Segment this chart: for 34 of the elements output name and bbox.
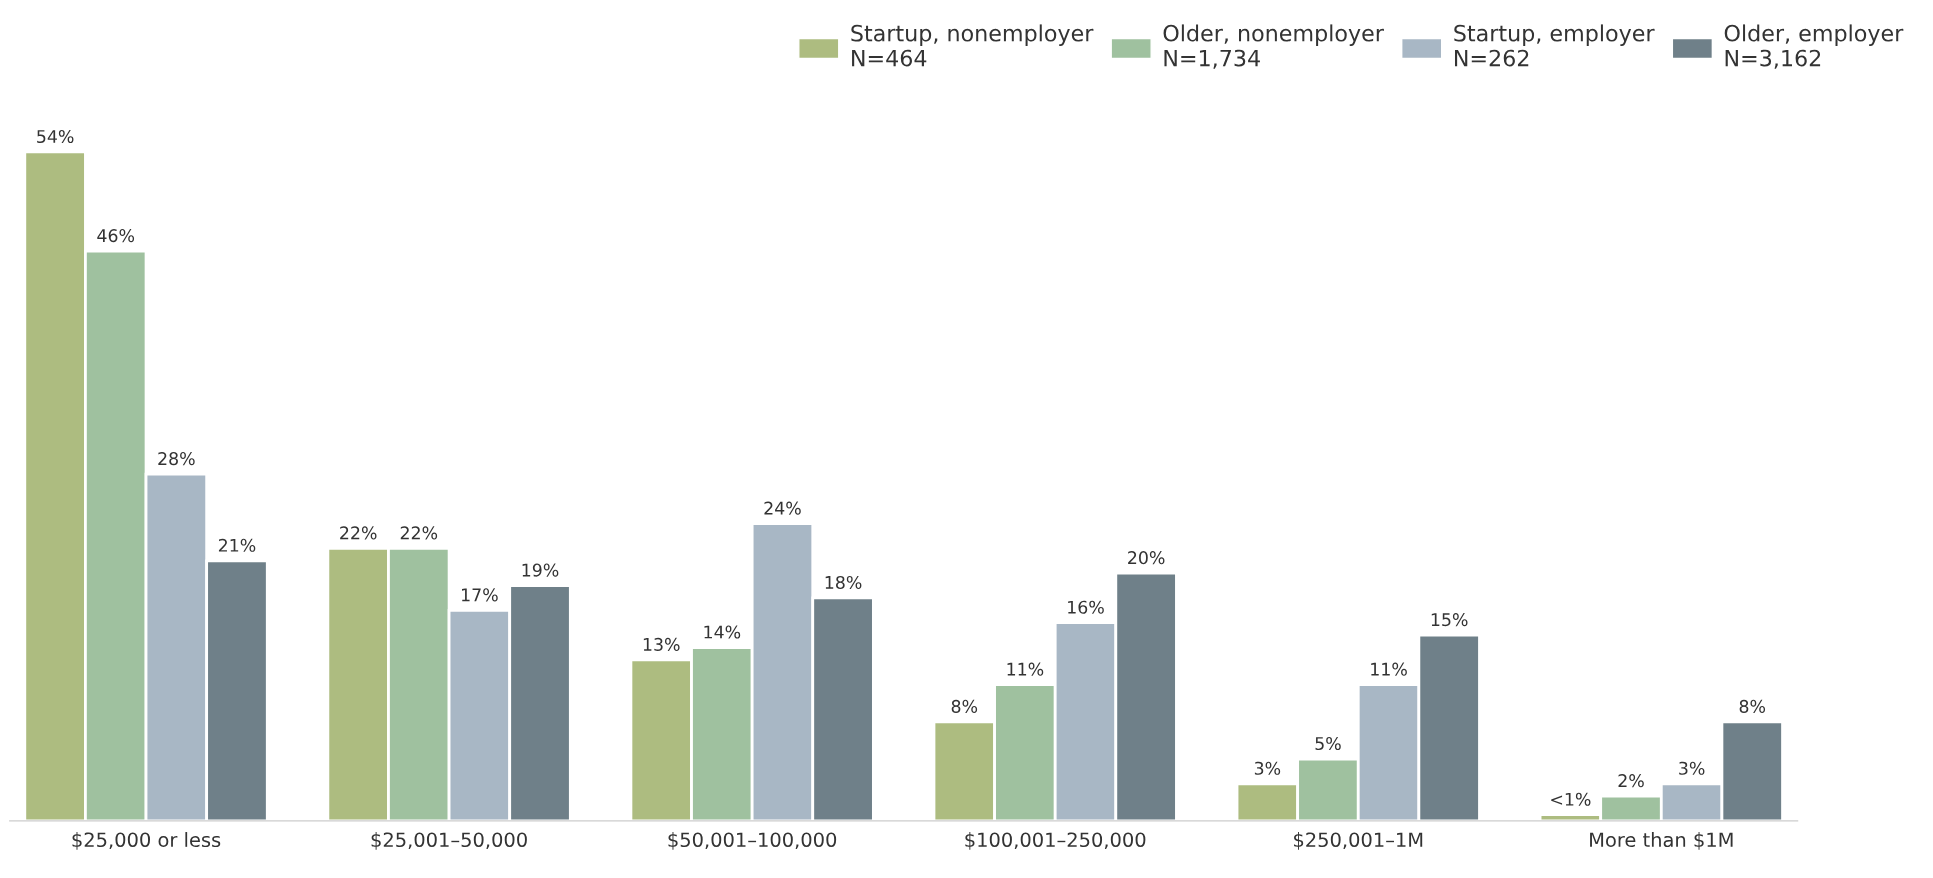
data-label: 24% (764, 501, 801, 515)
data-label: 16% (1068, 600, 1104, 614)
data-label: 8% (951, 699, 978, 713)
data-label: 22% (340, 526, 377, 540)
data-label: 18% (825, 575, 862, 590)
legend-label: Older, nonemployer N=1,734 (1163, 24, 1384, 69)
data-label: 14% (704, 625, 741, 639)
data-label: 19% (522, 563, 559, 577)
x-tick-label: More than $1M (1590, 832, 1733, 850)
data-label: 11% (1371, 662, 1407, 676)
data-label: 13% (643, 637, 680, 651)
x-tick-label: $250,001–1M (1294, 832, 1423, 850)
legend-label: Startup, employer N=262 (1454, 24, 1655, 67)
legend-label: Older, employer N=3,162 (1724, 24, 1904, 69)
x-tick-label: $25,000 or less (72, 832, 221, 850)
data-label: 8% (1739, 699, 1766, 713)
data-label: 2% (1618, 774, 1644, 788)
data-label: 54% (37, 129, 74, 144)
data-label: <1% (1551, 792, 1591, 806)
data-label: 11% (1007, 662, 1044, 676)
legend-label: Startup, nonemployer N=464 (851, 24, 1094, 67)
data-label: 3% (1679, 761, 1705, 775)
data-label: 5% (1315, 736, 1341, 751)
x-tick-label: $100,001–250,000 (965, 832, 1146, 850)
data-label: 21% (218, 538, 256, 552)
data-label: 46% (97, 229, 135, 243)
data-label: 20% (1128, 551, 1165, 565)
data-label: 28% (158, 452, 195, 466)
x-tick-label: $25,001–50,000 (371, 832, 527, 850)
data-label: 22% (400, 526, 438, 540)
data-label: 3% (1254, 761, 1281, 775)
x-tick-label: $50,001–100,000 (668, 832, 837, 850)
data-label: 15% (1431, 613, 1468, 627)
data-label: 17% (462, 588, 498, 602)
